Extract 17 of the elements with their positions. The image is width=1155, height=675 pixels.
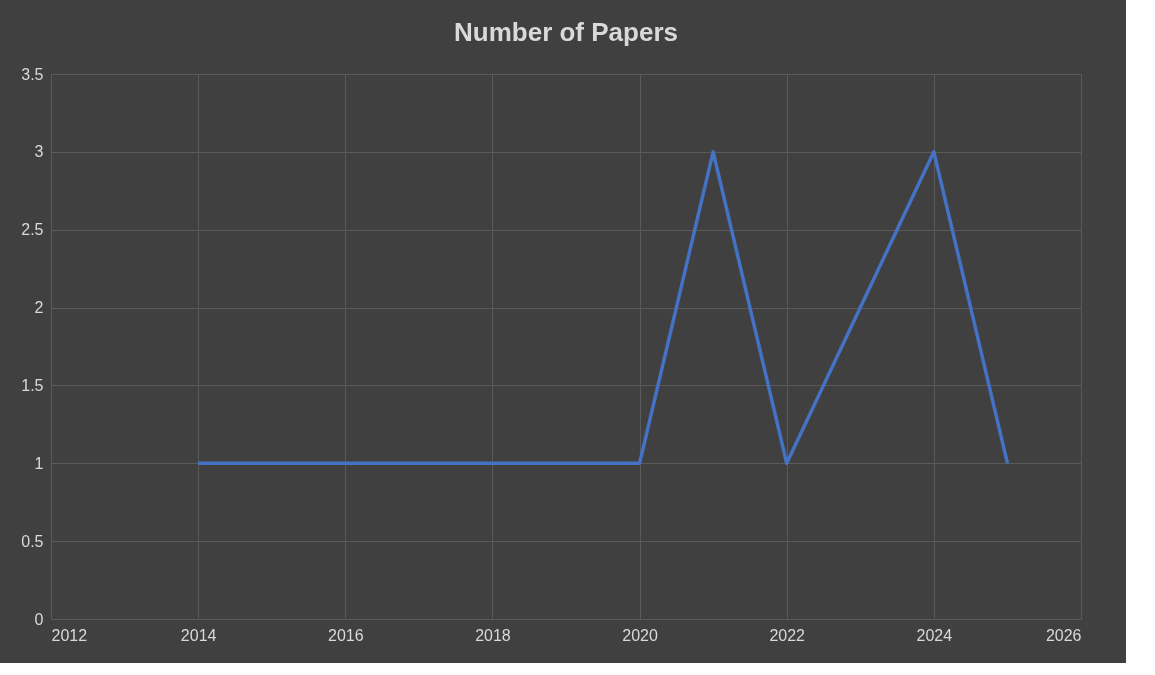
x-tick-label: 2016 <box>327 626 364 644</box>
x-tick-label: 2022 <box>769 626 806 644</box>
y-tick-label: 1.5 <box>21 376 44 394</box>
y-tick-label: 3 <box>34 143 44 161</box>
x-tick-label: 2024 <box>916 626 953 644</box>
y-tick-label: 2 <box>34 299 44 317</box>
x-tick-label: 2014 <box>180 626 217 644</box>
y-tick-label: 2.5 <box>21 221 44 239</box>
y-tick-label: 3.5 <box>21 65 44 83</box>
y-tick-label: 0.5 <box>21 532 44 550</box>
x-tick-label: 2012 <box>51 626 88 644</box>
x-tick-label: 2026 <box>1045 626 1082 644</box>
chart-title: Number of Papers <box>454 17 678 47</box>
y-tick-label: 0 <box>34 610 44 628</box>
y-tick-label: 1 <box>34 454 44 472</box>
x-tick-label: 2018 <box>475 626 511 644</box>
x-tick-label: 2020 <box>622 626 658 644</box>
